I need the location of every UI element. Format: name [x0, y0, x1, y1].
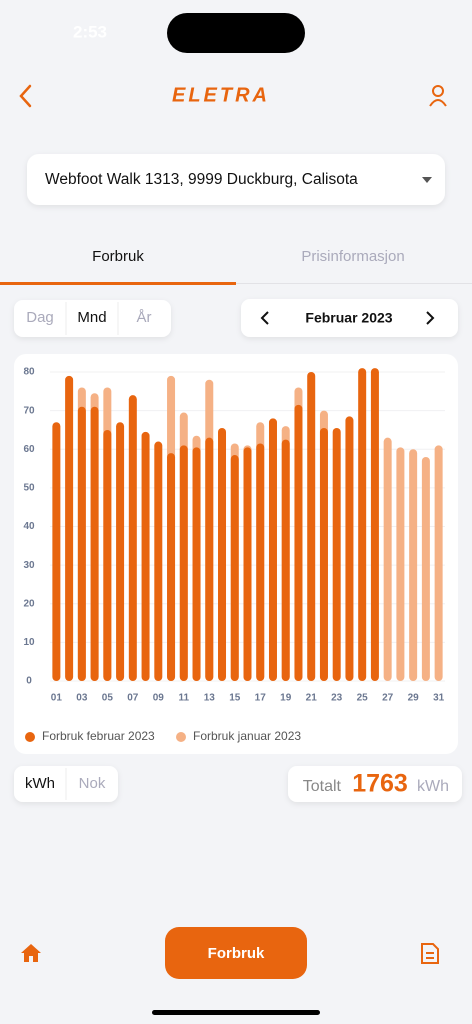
bar: [103, 429, 112, 681]
x-tick-label: 23: [331, 693, 343, 704]
month: Februar 2023: [305, 310, 392, 326]
unit-option[interactable]: Nok: [79, 775, 106, 792]
x-tick-label: 03: [76, 693, 88, 704]
x-tick-label: 17: [255, 693, 267, 704]
x-tick-label: 25: [357, 693, 369, 704]
legend-label: Forbruk februar 2023: [42, 729, 155, 743]
tab-divider: [236, 283, 472, 284]
bar: [77, 406, 86, 681]
document-button[interactable]: [421, 943, 439, 964]
x-tick-label: 29: [408, 693, 420, 704]
bar: [192, 447, 201, 681]
bar: [370, 368, 379, 681]
address-select[interactable]: [27, 154, 445, 205]
bar: [52, 422, 61, 681]
bar: [268, 418, 277, 681]
bar: [281, 439, 290, 681]
bar: [307, 372, 316, 681]
bar: [116, 422, 125, 681]
y-tick-label: 60: [23, 444, 35, 455]
bar: [294, 404, 303, 681]
forbruk-button[interactable]: [165, 927, 307, 979]
x-tick-label: 11: [179, 693, 190, 704]
y-tick-label: 40: [23, 521, 35, 532]
total-unit: kWh: [417, 778, 449, 795]
y-tick-label: 20: [23, 598, 35, 609]
bar: [65, 375, 74, 681]
x-tick-label: 15: [229, 693, 241, 704]
bar: [332, 428, 341, 681]
prev-month[interactable]: [260, 311, 269, 325]
bar: [434, 445, 443, 681]
month-picker: [241, 299, 458, 337]
dynamic-island: [167, 13, 305, 53]
tab-indicator: [0, 282, 236, 285]
period-option[interactable]: År: [137, 309, 152, 326]
profile-button[interactable]: [429, 85, 447, 107]
y-tick-label: 80: [23, 367, 35, 378]
address: Webfoot Walk 1313, 9999 Duckburg, Caliso…: [45, 171, 358, 188]
x-tick-label: 31: [433, 693, 445, 704]
bar: [319, 428, 328, 681]
y-tick-label: 50: [23, 483, 35, 494]
bar: [128, 395, 137, 681]
total-label: Totalt: [303, 778, 342, 795]
bar: [421, 456, 430, 681]
bar: [256, 443, 265, 681]
status-time: 2:53: [73, 22, 107, 41]
chart: 0 10 20 30 40 50 60 70 80 01 03 05 07 09 11 13 15 17 19 21 2…: [23, 367, 445, 743]
tab[interactable]: Forbruk: [92, 248, 144, 265]
bar: [218, 428, 227, 681]
bar: [205, 437, 214, 681]
home-indicator: [152, 1010, 320, 1015]
unit-option[interactable]: kWh: [25, 775, 55, 792]
home-button[interactable]: [21, 944, 41, 962]
y-tick-label: 30: [23, 560, 35, 571]
period-switch: [14, 300, 171, 337]
x-tick-label: 27: [382, 693, 394, 704]
total-value: 1763: [352, 770, 408, 798]
x-tick-label: 01: [51, 693, 63, 704]
bar: [358, 368, 367, 681]
button-label: Forbruk: [208, 945, 265, 962]
x-tick-label: 19: [280, 693, 292, 704]
next-month[interactable]: [426, 311, 435, 325]
period-option[interactable]: Dag: [26, 309, 54, 326]
tab[interactable]: Prisinformasjon: [301, 248, 404, 265]
x-tick-label: 21: [306, 693, 318, 704]
back-button[interactable]: [19, 84, 32, 108]
y-tick-label: 10: [23, 637, 35, 648]
bar: [409, 449, 418, 681]
legend-label: Forbruk januar 2023: [193, 729, 301, 743]
legend-marker: [176, 732, 186, 742]
x-tick-label: 09: [153, 693, 165, 704]
y-tick-label: 0: [26, 676, 32, 687]
bar: [383, 437, 392, 681]
x-tick-label: 07: [127, 693, 139, 704]
total-card: [288, 766, 462, 802]
bar: [154, 441, 163, 681]
bar: [179, 445, 188, 681]
bar: [243, 447, 252, 681]
x-tick-label: 05: [102, 693, 114, 704]
bar: [230, 455, 239, 681]
bar: [90, 406, 99, 681]
y-tick-label: 70: [23, 405, 35, 416]
legend-marker: [25, 732, 35, 742]
bar: [396, 447, 405, 681]
bar: [141, 431, 150, 681]
bar: [345, 416, 354, 681]
period-option[interactable]: Mnd: [77, 309, 106, 326]
x-tick-label: 13: [204, 693, 216, 704]
logo: ELETRA: [172, 84, 270, 106]
bar: [167, 453, 176, 681]
dropdown-arrow: [422, 177, 432, 183]
